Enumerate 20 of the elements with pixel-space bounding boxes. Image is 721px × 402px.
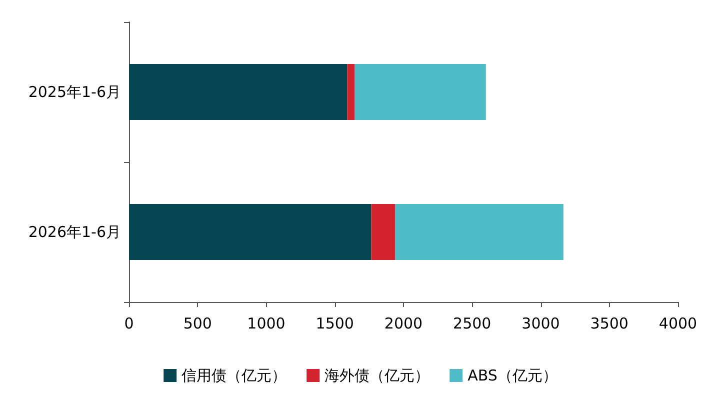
y-tick-label: 2025年1-6月 — [28, 83, 121, 101]
y-tick-label: 2026年1-6月 — [28, 223, 121, 241]
x-tick-label: 500 — [183, 314, 212, 332]
x-tick-label: 3000 — [522, 314, 560, 332]
bar — [347, 64, 355, 120]
x-tick-label: 1500 — [316, 314, 354, 332]
x-tick-label: 2500 — [453, 314, 492, 332]
bar — [129, 204, 372, 260]
legend-label: 信用债（亿元） — [182, 366, 287, 384]
x-tick-label: 0 — [124, 314, 134, 332]
x-tick-label: 4000 — [658, 314, 698, 332]
bar — [129, 64, 348, 120]
x-tick-label: 1000 — [247, 314, 286, 332]
x-tick-label: 2000 — [384, 314, 423, 332]
legend-label: 海外债（亿元） — [324, 366, 430, 384]
x-tick-label: 3500 — [590, 314, 628, 332]
bar — [395, 204, 564, 260]
bar — [354, 64, 486, 120]
bar — [371, 204, 396, 260]
legend-label: ABS（亿元） — [468, 366, 558, 384]
